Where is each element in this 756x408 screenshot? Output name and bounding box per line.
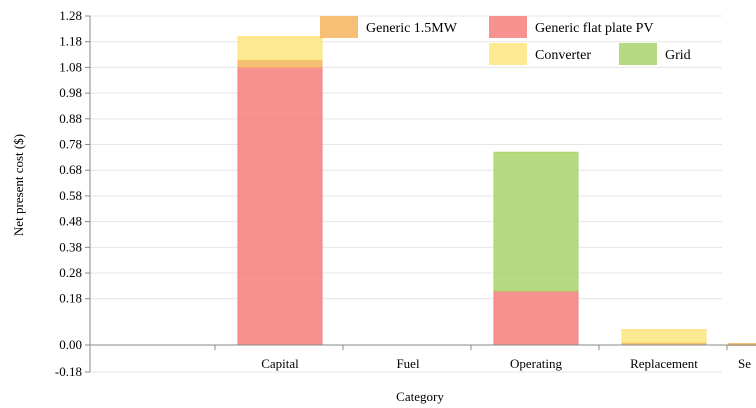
bars (237, 36, 756, 346)
bar-segment[interactable] (237, 59, 323, 68)
y-tick-label: 1.08 (59, 59, 82, 74)
x-tick-labels: Capital Fuel Operating Replacement Se (214, 345, 751, 371)
bar-segment[interactable] (237, 66, 323, 346)
y-tick-label: 0.58 (59, 188, 82, 203)
y-tick-label: 0.28 (59, 265, 82, 280)
legend-swatch (619, 43, 657, 65)
x-tick-label: Se (738, 356, 751, 371)
bar-segment[interactable] (493, 290, 579, 346)
axes (89, 16, 756, 372)
y-tick-label: 0.98 (59, 85, 82, 100)
grid-lines (90, 15, 722, 373)
y-tick-label: 0.68 (59, 162, 82, 177)
y-tick-label: 1.18 (59, 34, 82, 49)
legend-swatch (320, 16, 358, 38)
y-tick-label: 0.00 (59, 337, 82, 352)
x-tick-label: Capital (261, 356, 299, 371)
y-tick-label: 0.78 (59, 137, 82, 152)
legend: Generic 1.5MW Generic flat plate PV Conver… (320, 16, 691, 65)
y-tick-label: 0.48 (59, 214, 82, 229)
legend-label: Converter (535, 48, 591, 63)
legend-label: Grid (665, 48, 691, 63)
y-tick-label: 0.18 (59, 291, 82, 306)
y-tick-label: 0.88 (59, 111, 82, 126)
legend-swatch (489, 16, 527, 38)
legend-label: Generic 1.5MW (366, 21, 458, 36)
bar-segment[interactable] (493, 151, 579, 292)
y-tick-label: 1.28 (59, 8, 82, 23)
y-axis-title: Net present cost ($) (11, 134, 26, 236)
legend-swatch (489, 43, 527, 65)
x-tick-label: Fuel (396, 356, 420, 371)
y-tick-label: 0.38 (59, 239, 82, 254)
x-tick-label: Replacement (630, 356, 698, 371)
y-tick-labels: 1.28 1.18 1.08 0.98 0.88 0.78 0.68 0.58 0.48 0.38… (55, 8, 90, 379)
x-tick-label: Operating (510, 356, 562, 371)
bar-segment[interactable] (621, 329, 707, 343)
x-axis-title: Category (396, 389, 444, 404)
y-tick-label: -0.18 (55, 364, 82, 379)
legend-label: Generic flat plate PV (535, 21, 654, 36)
bar-segment[interactable] (237, 36, 323, 61)
